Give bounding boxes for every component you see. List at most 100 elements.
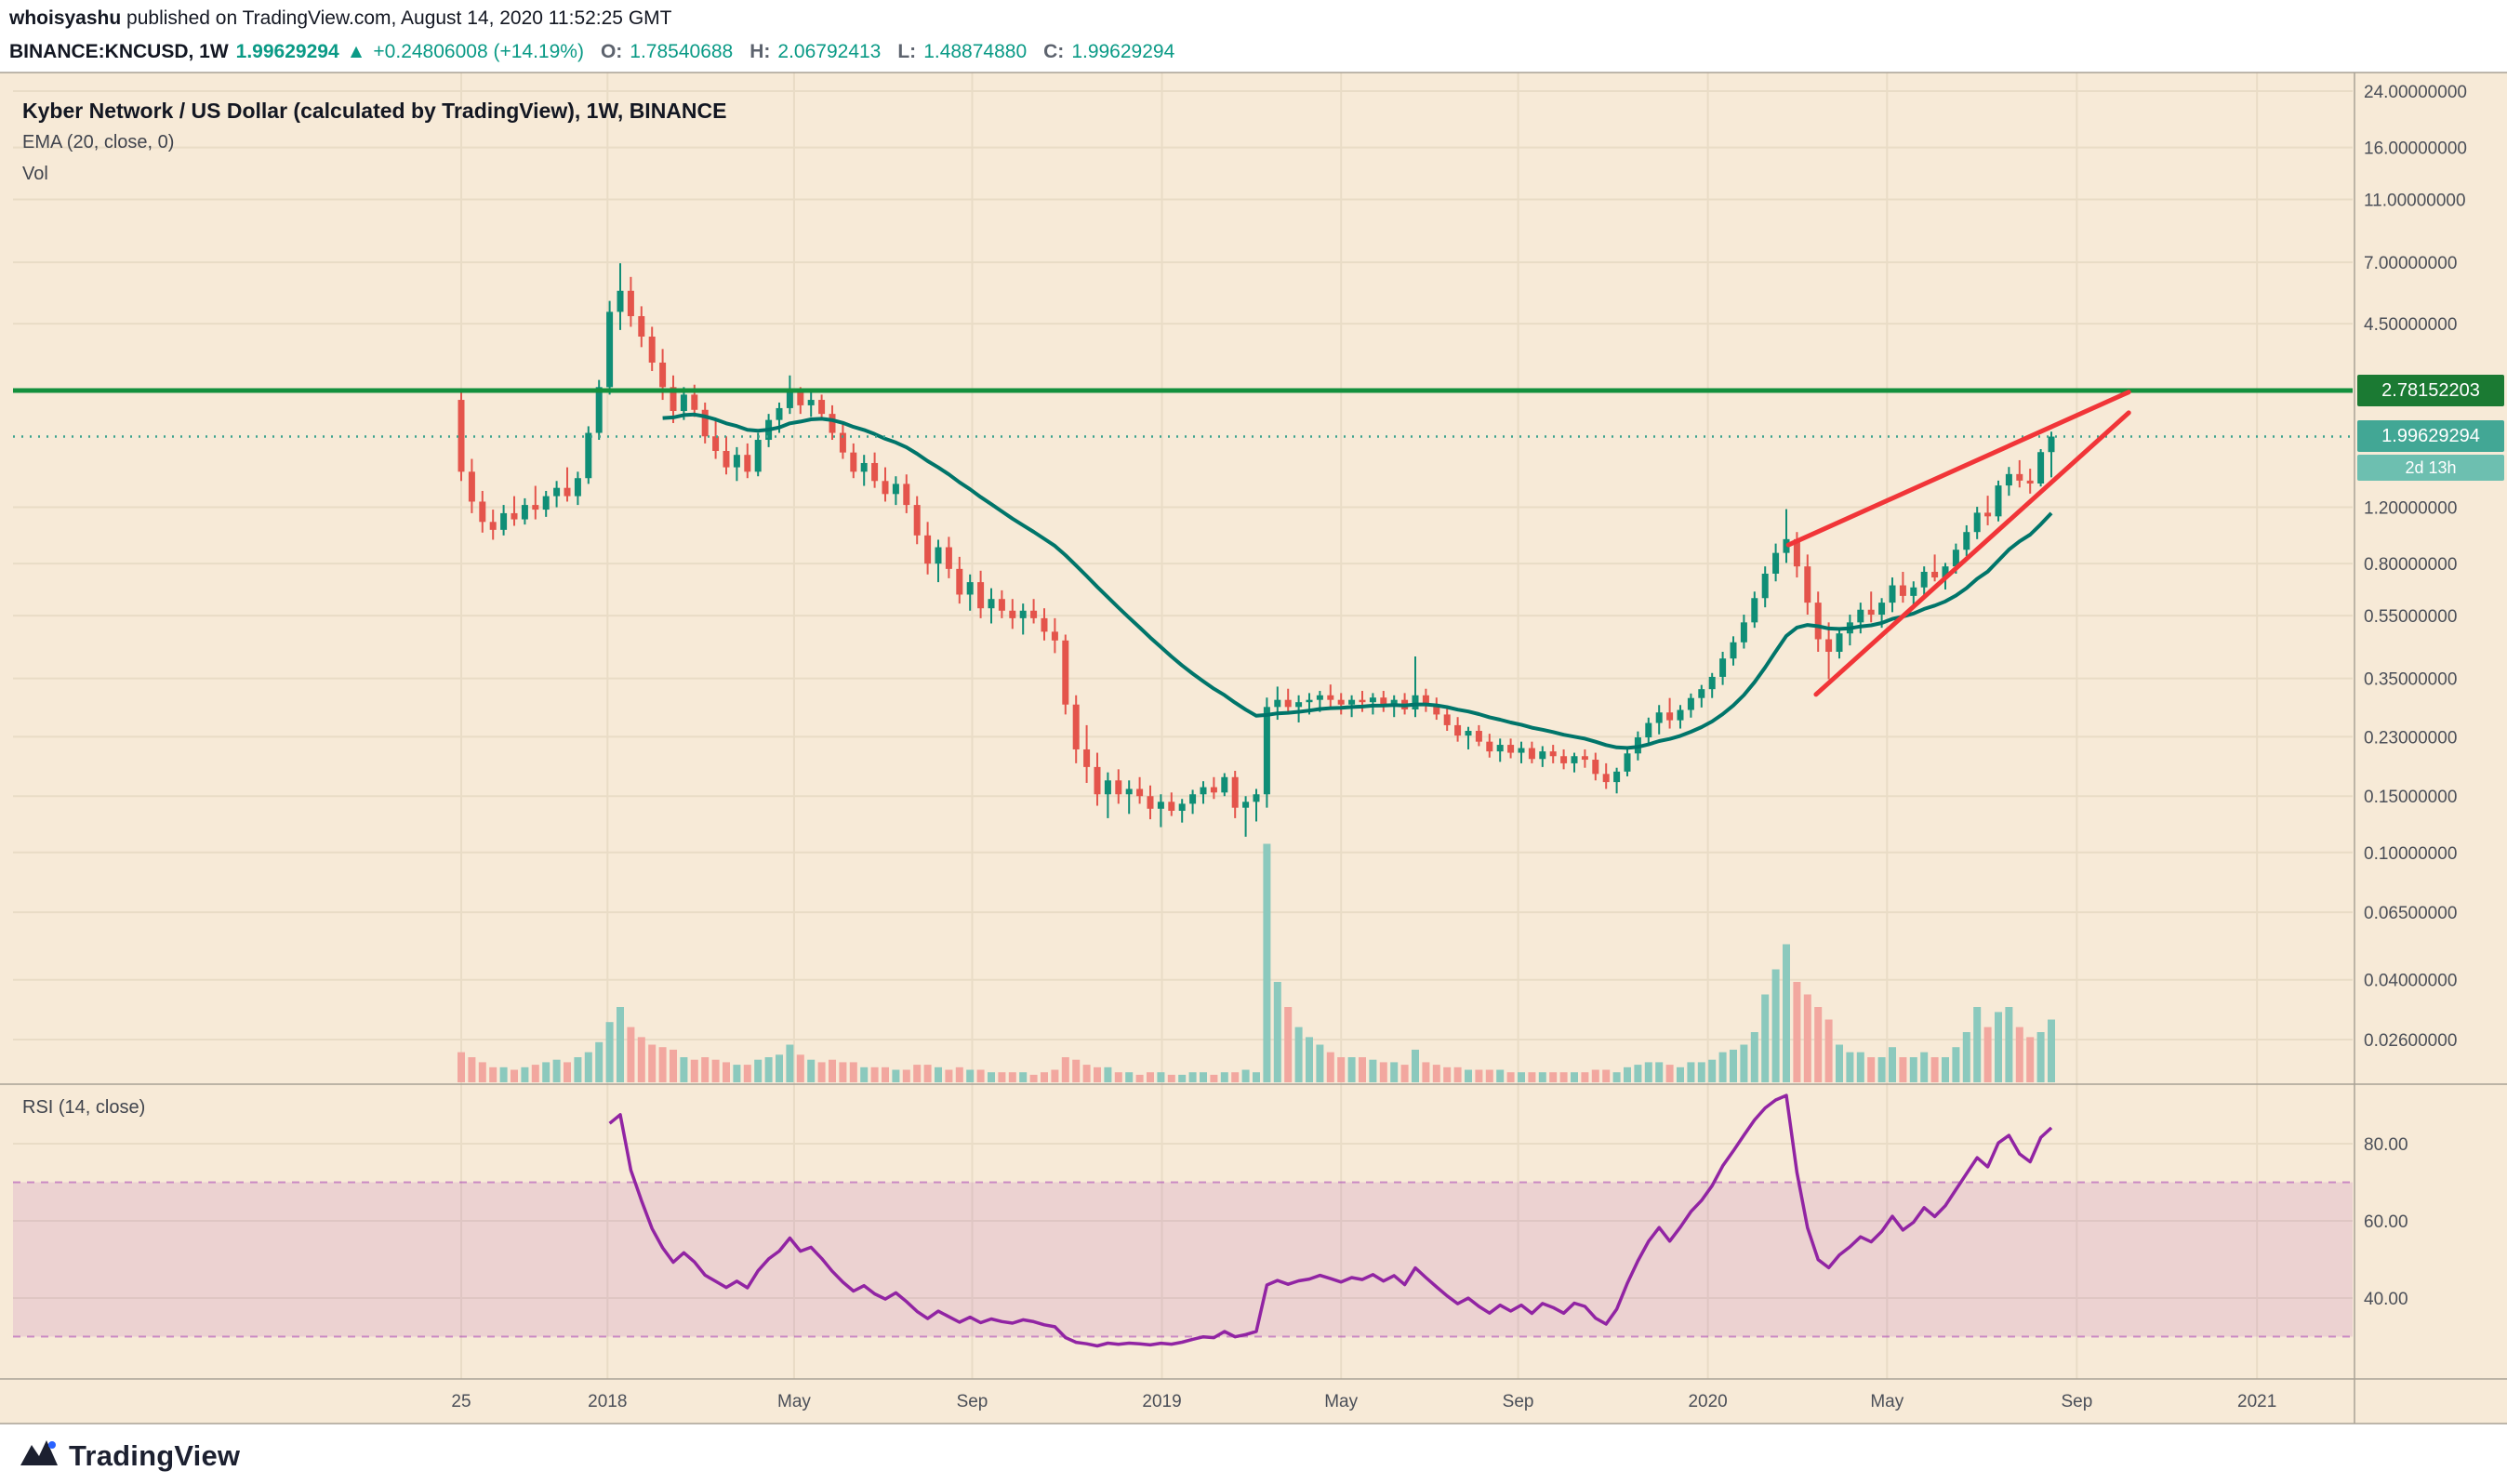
price-tick-label: 4.50000000 bbox=[2364, 315, 2457, 335]
candle-body bbox=[627, 290, 634, 317]
volume-bar bbox=[988, 1072, 995, 1082]
chart-background bbox=[0, 73, 2507, 1424]
volume-bar bbox=[1677, 1067, 1684, 1082]
candle-body bbox=[2005, 473, 2012, 486]
volume-bar bbox=[839, 1062, 847, 1082]
candle-body bbox=[1359, 699, 1366, 703]
volume-bar bbox=[1920, 1052, 1929, 1082]
volume-bar bbox=[849, 1062, 857, 1082]
candle-body bbox=[1210, 787, 1217, 793]
candle-body bbox=[1878, 603, 1886, 616]
volume-bar bbox=[976, 1069, 985, 1082]
volume-bar bbox=[1347, 1057, 1356, 1082]
candle-body bbox=[1104, 780, 1111, 795]
candle-body bbox=[1274, 699, 1281, 708]
volume-bar bbox=[701, 1057, 710, 1082]
candle-body bbox=[1910, 587, 1917, 596]
candle-body bbox=[966, 582, 974, 595]
candle-body bbox=[1730, 642, 1737, 659]
time-scale[interactable] bbox=[13, 1379, 2354, 1424]
volume-bar bbox=[1740, 1044, 1748, 1082]
volume-bar bbox=[1581, 1072, 1589, 1082]
candle-body bbox=[1284, 699, 1292, 708]
candle-body bbox=[1666, 712, 1674, 721]
close-label: C: bbox=[1043, 41, 1065, 62]
volume-bar bbox=[458, 1052, 465, 1082]
volume-bar bbox=[499, 1067, 508, 1082]
volume-bar bbox=[786, 1044, 794, 1082]
candle-body bbox=[468, 471, 475, 502]
candle-body bbox=[1263, 707, 1270, 795]
volume-bar bbox=[2026, 1037, 2035, 1082]
volume-bar bbox=[1793, 982, 1801, 1082]
candle-body bbox=[988, 599, 995, 609]
volume-bar bbox=[1210, 1074, 1218, 1082]
candle-body bbox=[1973, 512, 1981, 533]
candle-body bbox=[532, 505, 539, 510]
volume-bar bbox=[1051, 1069, 1059, 1082]
price-scale[interactable] bbox=[2354, 73, 2507, 1424]
horizontal-line-price-label[interactable]: 2.78152203 bbox=[2357, 375, 2504, 406]
candle-body bbox=[1422, 695, 1429, 705]
volume-bar bbox=[1942, 1057, 1949, 1082]
volume-bar bbox=[1824, 1019, 1833, 1082]
volume-bar bbox=[1634, 1065, 1642, 1082]
volume-bar bbox=[1019, 1072, 1028, 1082]
symbol-name[interactable]: BINANCE:KNCUSD, 1W bbox=[9, 41, 229, 62]
volume-bar bbox=[892, 1069, 900, 1082]
rsi-tick-label: 40.00 bbox=[2364, 1290, 2408, 1309]
candle-body bbox=[1518, 748, 1525, 753]
candle-body bbox=[998, 599, 1005, 611]
rsi-legend[interactable]: RSI (14, close) bbox=[22, 1097, 146, 1118]
tradingview-brand[interactable]: TradingView bbox=[19, 1438, 240, 1474]
price-tick-label: 0.06500000 bbox=[2364, 904, 2457, 923]
candle-body bbox=[1867, 609, 1875, 616]
candle-body bbox=[606, 311, 614, 388]
price-tick-label: 0.04000000 bbox=[2364, 972, 2457, 991]
candle-body bbox=[2048, 436, 2055, 453]
volume-bar bbox=[1200, 1072, 1207, 1082]
volume-bar bbox=[1306, 1037, 1313, 1082]
candle-body bbox=[1041, 617, 1048, 632]
candle-body bbox=[723, 450, 730, 468]
volume-bar bbox=[1889, 1047, 1896, 1082]
candle-body bbox=[829, 414, 836, 433]
volume-legend[interactable]: Vol bbox=[22, 164, 48, 184]
volume-bar bbox=[1602, 1069, 1611, 1082]
up-arrow-icon: ▲ bbox=[346, 41, 366, 62]
time-tick-label: Sep bbox=[1503, 1392, 1534, 1411]
volume-bar bbox=[1518, 1072, 1525, 1082]
volume-bar bbox=[935, 1067, 942, 1082]
volume-bar bbox=[1803, 994, 1811, 1082]
volume-bar bbox=[2048, 1019, 2055, 1082]
volume-bar bbox=[521, 1067, 529, 1082]
volume-bar bbox=[690, 1059, 698, 1082]
candle-body bbox=[1740, 622, 1747, 643]
candle-body bbox=[776, 407, 783, 420]
volume-bar bbox=[1750, 1032, 1758, 1082]
bar-countdown-label: 2d 13h bbox=[2357, 455, 2504, 481]
candle-body bbox=[903, 484, 910, 506]
candle-body bbox=[2016, 473, 2023, 481]
volume-bar bbox=[796, 1054, 804, 1082]
chart-title-legend[interactable]: Kyber Network / US Dollar (calculated by… bbox=[22, 99, 727, 123]
volume-bar bbox=[1528, 1072, 1536, 1082]
candle-body bbox=[712, 436, 720, 451]
ema-legend[interactable]: EMA (20, close, 0) bbox=[22, 132, 175, 152]
candle-body bbox=[1496, 745, 1504, 752]
volume-bar bbox=[1412, 1049, 1419, 1082]
volume-bar bbox=[1909, 1057, 1917, 1082]
volume-bar bbox=[584, 1052, 592, 1082]
volume-bar bbox=[1326, 1052, 1334, 1082]
candle-body bbox=[521, 505, 528, 520]
candle-body bbox=[1655, 712, 1663, 723]
candle-body bbox=[1539, 751, 1546, 760]
volume-bar bbox=[617, 1007, 624, 1082]
time-tick-label: 2019 bbox=[1142, 1392, 1181, 1411]
volume-bar bbox=[1082, 1065, 1091, 1082]
candle-body bbox=[1698, 689, 1705, 698]
candle-body bbox=[1507, 745, 1515, 753]
volume-bar bbox=[1390, 1062, 1399, 1082]
volume-bar bbox=[1655, 1062, 1664, 1082]
